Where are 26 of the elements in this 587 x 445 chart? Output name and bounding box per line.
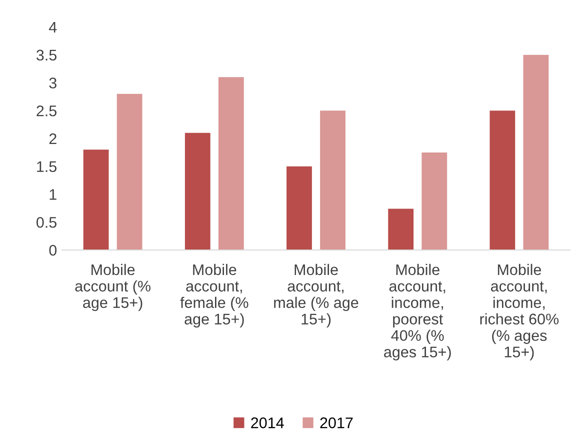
x-tick-label: Mobile account, income, richest 60% (% ages 15+)	[480, 264, 559, 360]
bar	[422, 152, 448, 250]
y-tick-label: 2.5	[36, 105, 56, 116]
y-tick-label: 0	[49, 244, 57, 256]
legend-label: 2014	[251, 417, 284, 428]
bar	[116, 94, 142, 250]
y-tick-label: 1	[50, 189, 56, 200]
bar	[523, 54, 549, 250]
x-tick-label: Mobile account, income, poorest 40% (% ages 15+)	[384, 264, 451, 360]
bar	[490, 110, 516, 250]
bar	[218, 77, 244, 250]
y-tick-label: 1.5	[37, 161, 56, 172]
y-tick-label: 4	[48, 22, 57, 33]
bar	[388, 208, 414, 250]
bar	[286, 166, 312, 250]
x-tick-label: Mobile account, male (% age 15+)	[274, 264, 358, 328]
x-tick-label: Mobile account, female (% age 15+)	[180, 264, 248, 328]
y-tick-label: 2	[49, 133, 56, 144]
y-tick-label: 3.5	[36, 50, 56, 61]
y-tick-label: 0.5	[36, 216, 56, 228]
legend-label: 2017	[320, 417, 353, 428]
x-tick-label: Mobile account (% age 15+)	[75, 264, 150, 312]
bar	[320, 110, 346, 250]
y-tick-label: 3	[49, 78, 56, 88]
bar	[83, 150, 109, 250]
bar	[184, 132, 210, 250]
